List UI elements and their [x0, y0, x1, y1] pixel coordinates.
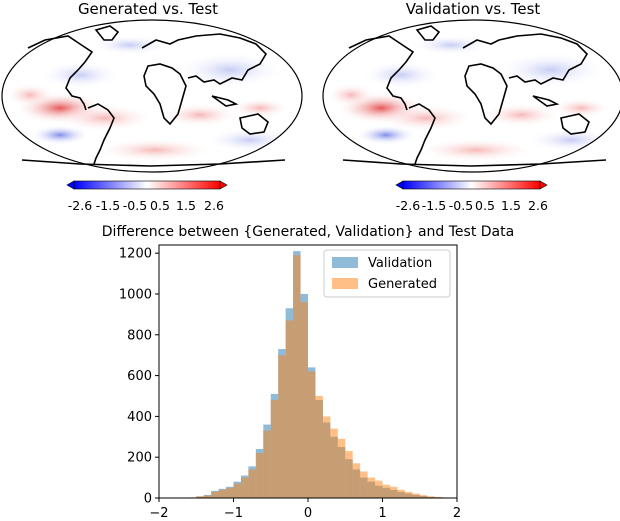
y-tick-label: 0 [144, 492, 152, 507]
histogram: −2 −1 0 1 2 0 200 400 600 800 1000 1200 Validation… [119, 244, 461, 521]
map-panel-generated: Generated vs. Test [1, 0, 303, 213]
bar-generated [285, 320, 294, 498]
bar-generated [211, 491, 219, 498]
y-tick-label: 1200 [119, 247, 152, 262]
y-tick-label: 600 [127, 369, 152, 384]
x-tick-label: −2 [149, 506, 168, 521]
x-tick-label: 0 [304, 506, 312, 521]
y-tick-label: 1000 [119, 287, 152, 302]
cbar2-tick: -0.5 [449, 198, 473, 213]
x-tick-label: −1 [224, 506, 243, 521]
bar-generated [382, 484, 390, 498]
cbar1-tick: 0.5 [150, 198, 170, 213]
bar-generated [412, 493, 420, 498]
bar-generated [367, 477, 376, 498]
cbar1-tick: -0.5 [123, 198, 147, 213]
bar-generated [434, 496, 443, 498]
map-border-validation [322, 19, 620, 173]
bar-generated [397, 489, 405, 498]
x-tick-label: 2 [453, 506, 461, 521]
coastlines-generated [21, 25, 286, 167]
colorbar-validation: -2.6 -1.5 -0.5 0.5 1.5 2.6 [395, 180, 548, 213]
bar-generated [233, 483, 241, 498]
bar-generated [308, 371, 316, 498]
bar-generated [419, 495, 428, 498]
bar-generated [263, 430, 271, 498]
bar-generated [315, 395, 323, 498]
cbar1-tick: -2.6 [68, 198, 92, 213]
histogram-title: Difference between {Generated, Validatio… [102, 224, 514, 240]
cbar2-tick: 2.6 [528, 198, 548, 213]
bar-generated [278, 355, 286, 498]
bar-generated [337, 438, 346, 498]
legend-label-generated: Generated [368, 277, 437, 292]
x-axis: −2 −1 0 1 2 [149, 498, 461, 521]
map-title-generated: Generated vs. Test [78, 0, 218, 18]
map-field-generated [2, 20, 302, 172]
cbar2-tick: 1.5 [501, 198, 521, 213]
y-tick-label: 200 [127, 451, 152, 466]
y-tick-label: 400 [127, 410, 152, 425]
map-title-validation: Validation vs. Test [406, 0, 541, 18]
map-field-validation [323, 20, 620, 172]
bar-generated [345, 451, 353, 498]
bar-generated [255, 453, 264, 498]
cbar1-tick: -1.5 [96, 198, 120, 213]
bar-generated [226, 487, 234, 498]
bar-generated [196, 496, 204, 498]
bar-generated [300, 302, 308, 498]
cbar2-tick: 0.5 [475, 198, 495, 213]
x-tick-label: 1 [378, 506, 386, 521]
cbar1-tick: 2.6 [204, 198, 224, 213]
y-axis: 0 200 400 600 800 1000 1200 [119, 247, 159, 507]
map-panel-validation: Validation vs. Test [322, 0, 620, 213]
bar-generated [389, 486, 398, 498]
bar-generated [293, 255, 301, 498]
cbar2-tick: -2.6 [396, 198, 420, 213]
colorbar-generated: -2.6 -1.5 -0.5 0.5 1.5 2.6 [66, 180, 228, 213]
legend-swatch-validation [332, 257, 358, 268]
bar-generated [270, 400, 279, 498]
bar-generated [404, 491, 413, 498]
legend: Validation Generated [323, 249, 451, 298]
bar-generated [322, 416, 331, 498]
legend-label-validation: Validation [368, 256, 432, 271]
bar-generated [427, 496, 435, 498]
bar-generated [360, 471, 368, 498]
bar-generated [203, 495, 212, 498]
legend-swatch-generated [332, 278, 358, 289]
bar-generated [248, 469, 256, 498]
y-tick-label: 800 [127, 328, 152, 343]
bar-generated [218, 489, 227, 498]
histogram-bars [188, 251, 457, 498]
bar-generated [330, 428, 338, 498]
cbar1-tick: 1.5 [176, 198, 196, 213]
bar-generated [240, 477, 249, 498]
bar-generated [375, 480, 383, 498]
bar-generated [352, 463, 361, 498]
cbar2-tick: -1.5 [422, 198, 446, 213]
coastlines-validation [342, 25, 607, 167]
map-border-generated [1, 19, 303, 173]
